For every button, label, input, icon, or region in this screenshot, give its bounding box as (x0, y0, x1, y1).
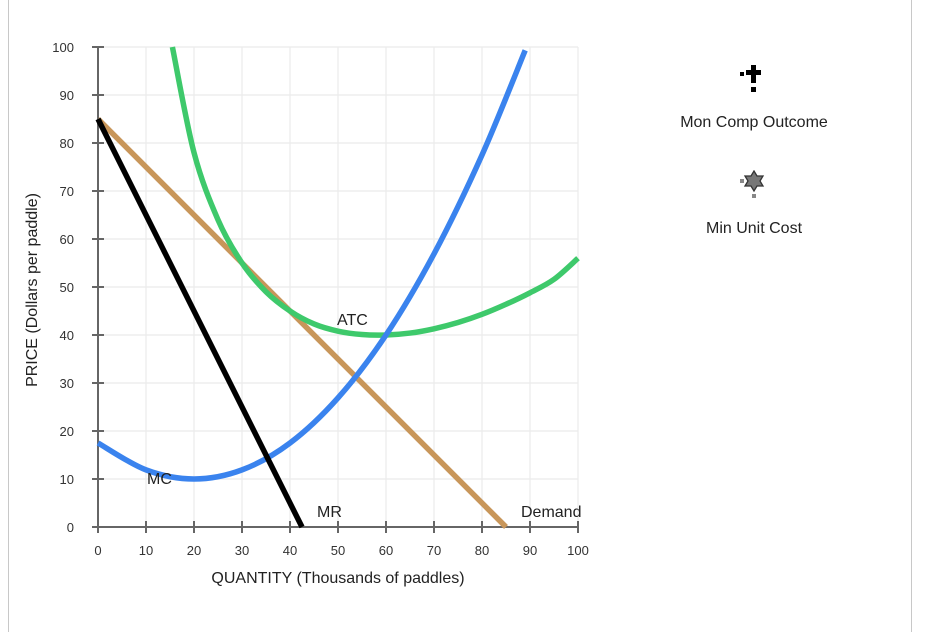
x-tick-label: 40 (283, 543, 297, 558)
x-tick-label: 10 (139, 543, 153, 558)
demand-curve[interactable] (96, 117, 508, 529)
y-tick-label: 20 (60, 424, 74, 439)
grid-lines (98, 46, 579, 527)
y-tick-label: 10 (60, 472, 74, 487)
y-tick-label: 100 (52, 40, 74, 55)
y-axis-tick-labels: 0 10 20 30 40 50 60 70 80 90 100 (52, 40, 74, 535)
mr-label: MR (317, 504, 342, 521)
x-tick-label: 100 (567, 543, 589, 558)
x-tick-label: 50 (331, 543, 345, 558)
x-tick-label: 70 (427, 543, 441, 558)
legend-min-unit-cost[interactable]: Min Unit Cost (654, 170, 854, 238)
legend-mon-comp-label: Mon Comp Outcome (680, 114, 828, 131)
axes (92, 46, 579, 533)
black-cross-marker-icon (740, 65, 761, 92)
y-tick-label: 90 (60, 88, 74, 103)
y-tick-label: 0 (67, 520, 74, 535)
x-tick-label: 20 (187, 543, 201, 558)
x-tick-label: 90 (523, 543, 537, 558)
atc-label: ATC (337, 312, 368, 329)
y-tick-label: 80 (60, 136, 74, 151)
mc-label: MC (147, 471, 172, 488)
mc-curve[interactable] (96, 49, 528, 482)
y-tick-label: 40 (60, 328, 74, 343)
curves (95, 46, 580, 529)
y-tick-label: 50 (60, 280, 74, 295)
y-tick-label: 70 (60, 184, 74, 199)
x-tick-label: 30 (235, 543, 249, 558)
gray-star-marker-icon (740, 170, 765, 198)
demand-label: Demand (521, 504, 581, 521)
atc-curve[interactable] (169, 46, 580, 338)
mr-curve[interactable] (95, 117, 305, 529)
frame-right-border (911, 0, 912, 632)
y-axis-title: PRICE (Dollars per paddle) (24, 193, 41, 387)
y-tick-label: 60 (60, 232, 74, 247)
x-tick-label: 80 (475, 543, 489, 558)
legend-min-cost-label: Min Unit Cost (705, 220, 803, 237)
x-axis-tick-labels: 0 10 20 30 40 50 60 70 80 90 100 (94, 543, 588, 558)
x-tick-label: 0 (94, 543, 101, 558)
frame-left-border (8, 0, 9, 632)
x-axis-title: QUANTITY (Thousands of paddles) (211, 570, 464, 587)
x-tick-label: 60 (379, 543, 393, 558)
legend-mon-comp-outcome[interactable]: Mon Comp Outcome (654, 64, 854, 132)
y-tick-label: 30 (60, 376, 74, 391)
